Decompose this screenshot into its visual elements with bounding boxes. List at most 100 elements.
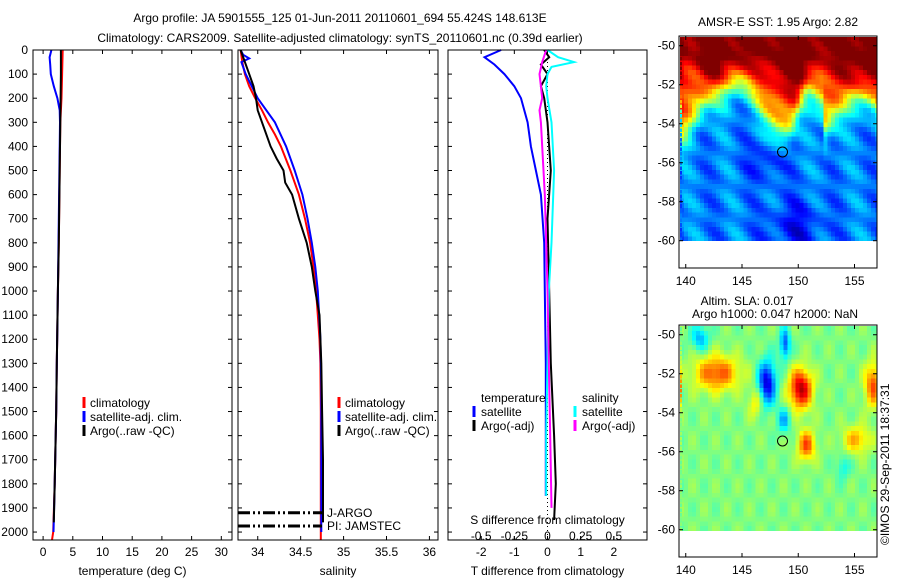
y-tick-label: -56	[658, 156, 676, 170]
y-tick-label: 1300	[1, 356, 28, 370]
argo-location-marker	[777, 146, 788, 158]
x-tick-label: 0	[544, 545, 551, 559]
x-tick-label: 145	[732, 563, 752, 577]
y-tick-label: -58	[658, 195, 676, 209]
map-title: AMSR-E SST: 1.95 Argo: 2.82	[698, 15, 858, 29]
y-tick-label: 1800	[1, 477, 28, 491]
sst-map-axes: 140 145 150 155 -50 -52 -54 -56 -58 -60 AMSR-E SST…	[658, 15, 878, 288]
y-tick-label: 600	[8, 188, 28, 202]
temperature-profile-axes: 0100200300400500600700800900100011001200…	[1, 43, 233, 578]
y-tick-label: 1100	[2, 308, 28, 322]
x-tick-label: 150	[788, 563, 808, 577]
legend-label: satellite-adj. clim.	[345, 410, 437, 424]
pi-annotation: J-ARGO	[327, 506, 372, 520]
x-tick-label: 155	[844, 563, 864, 577]
map-frame	[678, 35, 878, 269]
x-tick-label: 145	[732, 274, 752, 288]
legend-label: climatology	[345, 396, 405, 410]
imos-watermark: ©IMOS 29-Sep-2011 18:37:31	[878, 383, 892, 545]
pi-annotation: PI: JAMSTEC	[327, 519, 401, 533]
figure-title-line2: Climatology: CARS2009. Satellite-adjuste…	[97, 31, 582, 45]
x-axis-label: T difference from climatology	[471, 564, 625, 578]
x-tick-label: -2	[476, 545, 487, 559]
x-tick-label: 35	[337, 545, 351, 559]
y-tick-label: 1400	[1, 380, 28, 394]
salinity-profile-axes: 34 34.5 35 35.5 36 salinity climatologysatelli…	[237, 49, 439, 578]
axes-frame	[447, 49, 648, 541]
legend-label: satellite	[481, 405, 522, 419]
x-tick-label: 35.5	[375, 545, 399, 559]
x-tick-label: 10	[96, 545, 110, 559]
x-tick-label: 30	[215, 545, 229, 559]
y-tick-label: 1200	[1, 332, 28, 346]
x-tick-label: 15	[126, 545, 140, 559]
figure-title-line1: Argo profile: JA 5901555_125 01-Jun-2011…	[133, 11, 546, 25]
x-tick-label: 140	[676, 274, 696, 288]
x-tick-label: 0	[40, 545, 47, 559]
axes-frame	[32, 49, 233, 541]
x-tick-label: 25	[185, 545, 199, 559]
x-tick-label: 150	[788, 274, 808, 288]
difference-profile-axes: -2 -1 0 1 2T difference from climatology-0.5…	[447, 49, 648, 578]
x-tick-label: 2	[610, 545, 617, 559]
x-tick-label: 140	[676, 563, 696, 577]
y-tick-label: 2000	[1, 525, 28, 539]
y-tick-label: 700	[8, 212, 28, 226]
series-line-t-satellite	[482, 49, 547, 496]
legend-label: Argo(-adj)	[582, 419, 635, 433]
sst-map-image	[680, 37, 877, 241]
legend-label: Argo(-adj)	[481, 419, 534, 433]
y-tick-label: -56	[658, 445, 676, 459]
map-frame	[678, 324, 878, 558]
y-tick-label: 1000	[1, 284, 28, 298]
x-tick-label: 1	[577, 545, 584, 559]
x-tick-label: 36	[423, 545, 437, 559]
axes-frame	[237, 49, 439, 541]
sla-map-image	[680, 326, 877, 531]
legend-label: satellite	[582, 405, 623, 419]
legend-label: climatology	[90, 396, 150, 410]
y-tick-label: 0	[21, 43, 28, 57]
legend-header-salinity: salinity	[582, 391, 619, 405]
x-axis-label: temperature (deg C)	[78, 564, 186, 578]
y-tick-label: 500	[8, 164, 28, 178]
y-tick-label: -54	[658, 406, 676, 420]
series-line-argo-raw-qc-	[52, 50, 62, 523]
x-tick-label: 5	[69, 545, 76, 559]
y-tick-label: -60	[658, 234, 676, 248]
legend-label: Argo(..raw -QC)	[90, 424, 175, 438]
x-tick-label: 155	[844, 274, 864, 288]
map-subtitle: Argo h1000: 0.047 h2000: NaN	[692, 307, 858, 321]
y-tick-label: -58	[658, 484, 676, 498]
y-tick-label: 200	[8, 91, 28, 105]
y-tick-label: 1500	[1, 405, 28, 419]
y-tick-label: -54	[658, 117, 676, 131]
y-tick-label: 1700	[1, 453, 28, 467]
legend-label: Argo(..raw -QC)	[345, 424, 430, 438]
y-tick-label: 1600	[1, 429, 28, 443]
y-tick-label: 1900	[1, 501, 28, 515]
x-axis-label: salinity	[320, 564, 357, 578]
y-tick-label: -60	[658, 523, 676, 537]
s-x-tick-label: 0	[544, 529, 551, 543]
legend-header-temperature: temperature	[481, 391, 546, 405]
y-tick-label: 100	[8, 67, 28, 81]
y-tick-label: 900	[8, 260, 28, 274]
x-tick-label: 34.5	[289, 545, 313, 559]
y-tick-label: 300	[8, 115, 28, 129]
y-tick-label: -52	[658, 367, 676, 381]
series-line-argo-raw-qc-	[239, 49, 324, 523]
series-line-s-argo-adj-	[538, 49, 553, 508]
y-tick-label: -50	[658, 39, 676, 53]
y-tick-label: -52	[658, 78, 676, 92]
argo-location-marker	[777, 435, 788, 447]
y-tick-label: 800	[8, 236, 28, 250]
legend-label: satellite-adj. clim.	[90, 410, 182, 424]
y-tick-label: 400	[8, 139, 28, 153]
map-title: Altim. SLA: 0.017	[701, 294, 794, 308]
x-tick-label: 20	[155, 545, 169, 559]
sla-map-axes: 140 145 150 155 -50 -52 -54 -56 -58 -60 Altim. SLA…	[658, 294, 878, 577]
